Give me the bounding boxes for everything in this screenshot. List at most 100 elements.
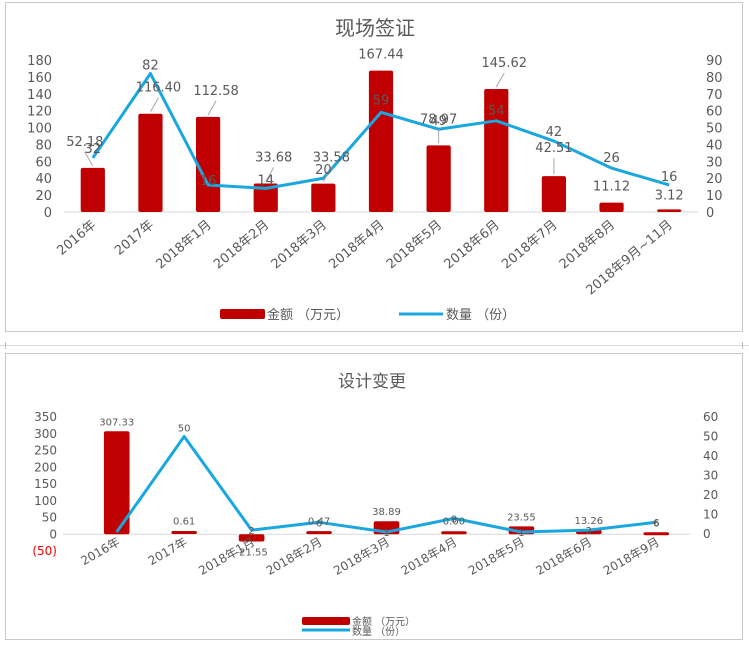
bar-data-label: 33.68 <box>255 151 292 166</box>
bar <box>484 89 509 212</box>
bar <box>238 534 265 542</box>
line-data-label: 2 <box>248 526 254 537</box>
legend-line-label: 数量 （份） <box>446 308 515 323</box>
line-series <box>91 72 670 190</box>
bar-data-label: 116.40 <box>136 81 182 96</box>
line-data-label: 2 <box>586 526 592 537</box>
line-data-label: 16 <box>661 170 678 185</box>
bar-data-label: 42.51 <box>535 141 572 156</box>
divider-tick-left <box>5 342 6 349</box>
bar <box>599 202 624 212</box>
bar <box>643 532 670 536</box>
bar-data-label: 78.97 <box>420 112 457 127</box>
label-leader <box>265 167 275 182</box>
bar-data-label: 0.47 <box>308 516 330 527</box>
x-tick-label: 2016年 <box>54 218 99 259</box>
bar <box>253 183 278 212</box>
bar <box>195 116 221 212</box>
bar <box>441 531 467 535</box>
chart-panel-site-visa: 现场签证 0 20 40 60 80 100 120 140 160 180 0 10 20 30 40 50 6… <box>5 2 743 332</box>
y2-tick-label: 30 <box>706 155 723 170</box>
y-tick-label: 100 <box>34 494 57 508</box>
label-leader <box>84 151 94 167</box>
y2-tick-label: 80 <box>706 71 723 86</box>
bar <box>657 209 682 212</box>
y-tick-label: 0 <box>49 527 57 541</box>
y-tick-label: 40 <box>35 172 52 187</box>
y-tick-label: 80 <box>35 138 52 153</box>
line-data-label: 20 <box>315 163 332 178</box>
y2-tick-label: 50 <box>706 122 723 137</box>
line-data-label: 6 <box>653 518 659 529</box>
chart-title: 设计变更 <box>338 372 406 392</box>
y2-tick-label: 0 <box>703 527 711 541</box>
line-data-label: 32 <box>85 142 102 157</box>
bar-data-label: 23.55 <box>507 512 536 523</box>
y-tick-label: 20 <box>35 189 52 204</box>
x-tick-label: 2018年7月 <box>499 218 560 273</box>
y-tick-label: 100 <box>27 122 52 137</box>
y-tick-label: 350 <box>34 410 57 424</box>
label-leader <box>322 167 332 182</box>
line-data-label: 16 <box>200 174 217 189</box>
y-tick-label: 150 <box>34 477 57 491</box>
bar-data-label: 112.58 <box>193 84 239 99</box>
bar-data-label: 145.62 <box>482 56 528 71</box>
y2-tick-label: 50 <box>703 430 718 444</box>
y-tick-label: 120 <box>27 105 52 120</box>
bar <box>171 531 197 535</box>
y-tick-label: 0 <box>44 206 52 221</box>
bar-data-label: 52.18 <box>66 135 103 150</box>
bar <box>306 531 332 535</box>
x-tick-label: 2018年5月 <box>466 535 527 578</box>
chart-divider <box>0 345 749 346</box>
line-data-label: 1 <box>518 528 524 539</box>
y-tick-label: 50 <box>42 511 57 525</box>
x-tick-label: 2018年8月 <box>557 218 618 273</box>
x-tick-label: 2018年4月 <box>326 218 387 273</box>
x-tick-label: 2017年 <box>112 218 157 259</box>
bar-data-label: 167.44 <box>358 48 404 63</box>
x-tick-label: 2018年2月 <box>264 535 325 578</box>
x-tick-label: 2018年3月 <box>331 535 392 578</box>
x-tick-label: 2017年 <box>146 535 190 568</box>
x-tick-label: 2018年6月 <box>442 218 503 273</box>
bar-data-label: 38.89 <box>372 507 401 518</box>
x-tick-label: 2018年1月 <box>153 218 214 273</box>
bar-data-label: 11.12 <box>593 180 630 195</box>
x-tick-label: 2018年6月 <box>533 535 594 578</box>
x-tick-label: 2018年9月 <box>601 535 662 578</box>
chart-design-change: 设计变更(50)05010015020025030035001020304050… <box>32 372 718 638</box>
y-tick-label: 60 <box>35 155 52 170</box>
line-data-label: 42 <box>546 125 563 140</box>
divider-tick-right <box>742 342 743 349</box>
y-tick-label: 250 <box>34 444 57 458</box>
bar <box>103 431 130 535</box>
bar-data-label: 0.00 <box>443 516 465 527</box>
line-data-label: 1 <box>383 528 389 539</box>
bar-data-label: 3.12 <box>655 188 684 203</box>
y2-tick-label: 20 <box>706 172 723 187</box>
y2-tick-label: 70 <box>706 88 723 103</box>
bar-data-label: -21.55 <box>235 547 267 558</box>
legend-bar-label: 金额 （万元） <box>267 307 349 323</box>
bar-data-label: 6 <box>653 518 659 529</box>
label-leader <box>150 97 159 112</box>
y-tick-label: 180 <box>27 54 52 69</box>
x-tick-label: 2018年4月 <box>399 535 460 578</box>
bar <box>541 176 567 212</box>
chart-site-visa: 现场签证020406080100120140160180010203040506… <box>27 16 723 323</box>
y2-tick-label: 40 <box>703 449 718 463</box>
x-tick-label: 2016年 <box>78 535 122 568</box>
y-tick-label: 140 <box>27 88 52 103</box>
line-data-label: 50 <box>178 424 191 435</box>
line-data-label: 8 <box>451 514 457 525</box>
y2-tick-label: 20 <box>703 488 718 502</box>
legend-bar-swatch <box>220 309 265 319</box>
bar <box>138 113 163 212</box>
y2-tick-label: 0 <box>706 206 714 221</box>
label-leader <box>495 72 505 88</box>
x-tick-label: 2018年2月 <box>211 218 272 273</box>
bar <box>426 145 451 212</box>
legend-bar-swatch <box>302 617 350 625</box>
